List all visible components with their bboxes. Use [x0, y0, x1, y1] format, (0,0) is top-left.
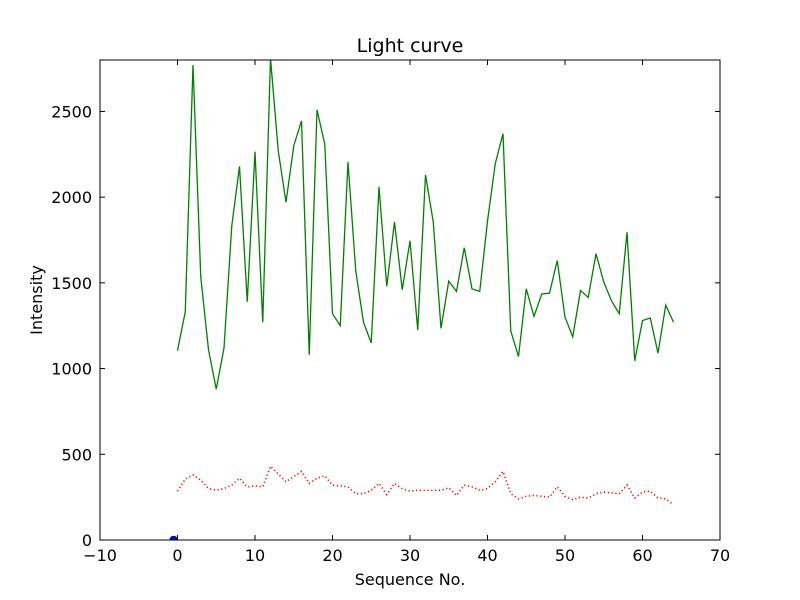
series-0-line — [176, 60, 675, 390]
series-2-point-0 — [169, 535, 178, 540]
x-tick-label-8: 70 — [710, 546, 730, 565]
x-tick-label-4: 30 — [400, 546, 420, 565]
chart-title: Light curve — [357, 35, 464, 57]
y-tick-label-2: 1000 — [51, 360, 92, 379]
x-axis: −10 0 10 20 30 40 50 60 70 — [83, 60, 730, 565]
x-tick-label-5: 40 — [477, 546, 497, 565]
x-axis-label: Sequence No. — [355, 570, 466, 589]
y-tick-label-3: 1500 — [51, 274, 92, 293]
x-tick-label-2: 10 — [245, 546, 265, 565]
x-tick-label-3: 20 — [322, 546, 342, 565]
y-tick-label-0: 0 — [82, 531, 92, 550]
plot-area — [169, 60, 675, 540]
y-tick-label-5: 2500 — [51, 102, 92, 121]
series-1-line — [176, 464, 674, 506]
x-tick-label-7: 60 — [632, 546, 652, 565]
y-tick-label-4: 2000 — [51, 188, 92, 207]
y-tick-label-1: 500 — [61, 445, 92, 464]
x-tick-label-1: 0 — [172, 546, 182, 565]
x-tick-label-0: −10 — [83, 546, 117, 565]
y-axis-label: Intensity — [27, 265, 46, 335]
y-axis: 0 500 1000 1500 2000 2500 — [51, 102, 720, 550]
x-tick-label-6: 50 — [555, 546, 575, 565]
